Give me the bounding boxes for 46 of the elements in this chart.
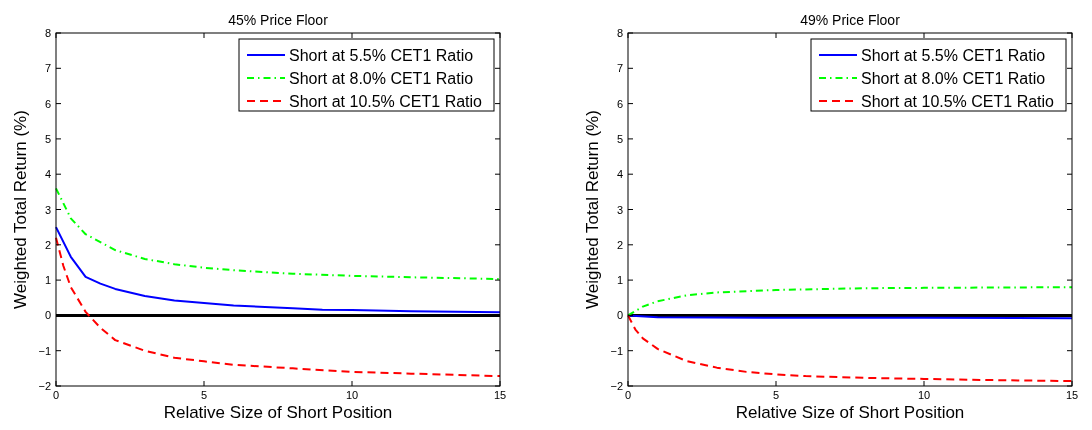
y-tick-label: 7 <box>616 62 623 75</box>
y-tick-label: 8 <box>44 27 51 39</box>
x-axis-title: Relative Size of Short Position <box>735 403 965 422</box>
x-tick-label: 15 <box>493 389 507 401</box>
y-tick-label: 4 <box>616 168 623 181</box>
y-tick-label: 1 <box>44 274 51 287</box>
legend-label: Short at 8.0% CET1 Ratio <box>861 70 1046 87</box>
y-tick-label: 6 <box>616 97 623 110</box>
y-tick-label: 3 <box>44 203 51 216</box>
y-tick-label: −2 <box>610 380 623 392</box>
y-tick-label: 8 <box>616 27 623 39</box>
y-tick-label: −1 <box>610 344 623 357</box>
y-tick-label: −1 <box>38 344 51 357</box>
legend-label: Short at 10.5% CET1 Ratio <box>861 93 1055 110</box>
x-tick-label: 10 <box>345 389 359 401</box>
chart-title: 45% Price Floor <box>228 12 329 28</box>
chart-title: 49% Price Floor <box>800 12 901 28</box>
y-tick-label: 7 <box>44 62 51 75</box>
x-tick-label: 10 <box>917 389 931 401</box>
y-tick-label: 1 <box>616 274 623 287</box>
line-series <box>627 286 1073 317</box>
line-series <box>627 314 1073 383</box>
y-tick-label: 0 <box>616 309 623 322</box>
line-series <box>55 187 501 281</box>
y-axis-title: Weighted Total Return (%) <box>11 110 30 309</box>
x-tick-label: 15 <box>1065 389 1079 401</box>
y-tick-label: 5 <box>616 132 623 145</box>
line-series <box>55 226 501 314</box>
x-axis-title: Relative Size of Short Position <box>163 403 393 422</box>
x-tick-label: 5 <box>200 389 208 401</box>
y-tick-label: 0 <box>44 309 51 322</box>
y-tick-label: 2 <box>616 238 623 251</box>
legend-label: Short at 5.5% CET1 Ratio <box>861 47 1046 64</box>
y-tick-label: 3 <box>616 203 623 216</box>
y-tick-label: −2 <box>38 380 51 392</box>
y-axis-title: Weighted Total Return (%) <box>583 110 602 309</box>
x-tick-label: 0 <box>624 389 632 401</box>
legend-label: Short at 10.5% CET1 Ratio <box>289 93 483 110</box>
x-tick-label: 0 <box>52 389 60 401</box>
y-tick-label: 2 <box>44 238 51 251</box>
x-tick-label: 5 <box>772 389 780 401</box>
y-tick-label: 5 <box>44 132 51 145</box>
legend-label: Short at 8.0% CET1 Ratio <box>289 70 474 87</box>
legend-label: Short at 5.5% CET1 Ratio <box>289 47 474 64</box>
y-tick-label: 6 <box>44 97 51 110</box>
y-tick-label: 4 <box>44 168 51 181</box>
